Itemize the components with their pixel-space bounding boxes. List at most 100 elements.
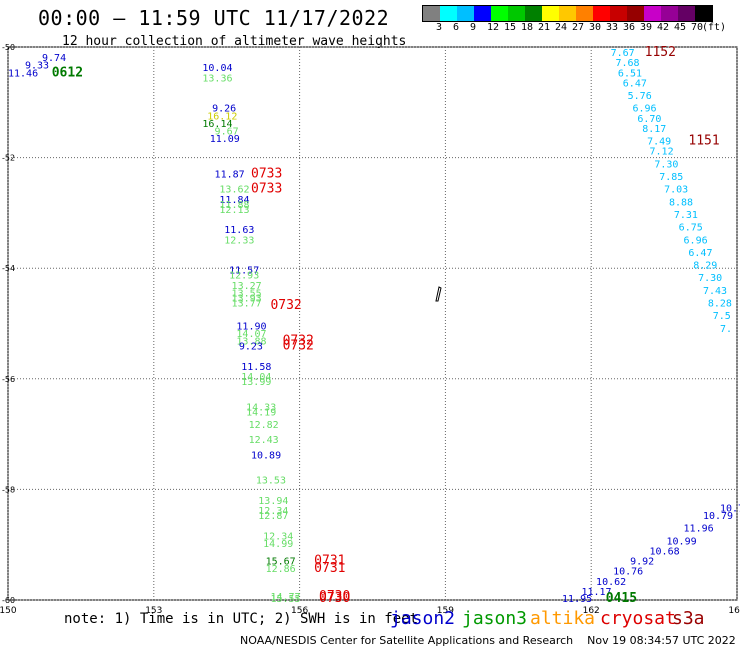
wave-height-value: 7.5 <box>713 311 731 322</box>
y-tick-label: -58 <box>2 485 15 494</box>
wave-height-value: 7. <box>720 324 732 335</box>
y-tick-label: -60 <box>2 596 15 605</box>
wave-height-value: 12.82 <box>249 420 279 431</box>
legend-label: 21 <box>538 22 551 33</box>
legend-swatch <box>525 6 542 21</box>
satellite-label-s3a: s3a <box>672 608 705 629</box>
wave-height-value: 13.94 <box>258 496 288 507</box>
wave-height-value: 13.36 <box>202 73 232 84</box>
wave-height-value: 6.75 <box>679 223 703 234</box>
color-legend <box>422 5 713 22</box>
credit-line: NOAA/NESDIS Center for Satellite Applica… <box>240 634 736 647</box>
wave-height-value: 11.88 <box>219 200 249 211</box>
wave-height-value: 7.30 <box>654 159 678 170</box>
wave-height-value: 7.03 <box>664 185 688 196</box>
wave-height-value: 12.34 <box>258 506 288 517</box>
footnote: note: 1) Time is in UTC; 2) SWH is in fe… <box>64 611 419 627</box>
wave-height-value: 10.99 <box>667 536 697 547</box>
legend-swatch <box>627 6 644 21</box>
legend-label: 18 <box>521 22 534 33</box>
axis-tick-labels: 150 153 156 159 162 165 -50 -52 -54 -56 -58 -60 <box>0 43 740 616</box>
pass-time-label: 0732 <box>283 333 314 348</box>
pass-time-label: 1151 <box>688 134 719 149</box>
wave-height-value: 11.95 <box>562 594 592 605</box>
wave-height-value: 13.77 <box>232 299 262 310</box>
wave-height-value: 10.62 <box>596 577 626 588</box>
legend-swatch <box>695 6 712 21</box>
wave-height-value: 13.27 <box>232 281 262 292</box>
wave-height-value: 16.12 <box>207 111 237 122</box>
wave-height-value: 10.68 <box>650 546 680 557</box>
wave-height-value: 10.7 <box>720 503 740 514</box>
wave-height-value: 8.88 <box>669 197 693 208</box>
satellite-label-cryosat: cryosat <box>600 608 676 629</box>
x-tick-label: 165 <box>728 606 740 616</box>
wave-height-value: 9.67 <box>215 126 239 137</box>
legend-swatch <box>661 6 678 21</box>
pass-time-label: 0612 <box>52 65 83 80</box>
legend-swatch <box>491 6 508 21</box>
legend-swatch <box>610 6 627 21</box>
legend-swatch <box>423 6 440 21</box>
legend-label: 24 <box>555 22 568 33</box>
x-tick-label: 153 <box>145 606 162 616</box>
wave-height-value: 10.89 <box>251 450 281 461</box>
credit-text: NOAA/NESDIS Center for Satellite Applica… <box>240 634 574 647</box>
legend-label: 12 <box>487 22 500 33</box>
legend-swatch <box>576 6 593 21</box>
wave-height-value: 9.26 <box>212 104 236 115</box>
legend-swatch <box>440 6 457 21</box>
x-tick-label: 159 <box>437 606 454 616</box>
wave-height-value: 13.99 <box>241 377 271 388</box>
page-subtitle: 12 hour collection of altimeter wave hei… <box>62 34 407 49</box>
legend-swatch <box>644 6 661 21</box>
wave-height-value: 15.67 <box>266 557 296 568</box>
wave-height-value: 7.85 <box>659 172 683 183</box>
pass-time-label: 0731 <box>314 554 345 569</box>
wave-height-value: 12.34 <box>263 531 293 542</box>
satellite-label-jason2: jason2 <box>390 608 456 629</box>
y-tick-label: -52 <box>2 154 15 163</box>
pass-time-label: 1152 <box>645 45 676 60</box>
wave-height-value: 6.96 <box>684 235 708 246</box>
wave-height-value: 11.17 <box>581 587 611 598</box>
wave-height-value: 12.86 <box>266 564 296 575</box>
wave-height-value: 12.43 <box>249 435 279 446</box>
pass-time-label: 0733 <box>251 182 282 197</box>
wave-height-value: 11.87 <box>215 170 245 181</box>
legend-label: 30 <box>589 22 602 33</box>
wave-height-value: 7.67 <box>611 48 635 59</box>
legend-label: 36 <box>623 22 636 33</box>
legend-label: 33 <box>606 22 619 33</box>
pass-time-label: 0731 <box>314 561 345 576</box>
pass-time-label: 0415 <box>606 591 637 606</box>
wave-height-value: 15.55 <box>270 594 300 605</box>
wave-height-value: 11.57 <box>229 266 259 277</box>
legend-label: 39 <box>640 22 653 33</box>
wave-height-value: 6.96 <box>633 104 657 115</box>
legend-swatch <box>593 6 610 21</box>
wave-height-value: 12.87 <box>258 511 288 522</box>
x-tick-label: 156 <box>291 606 308 616</box>
legend-swatch <box>474 6 491 21</box>
legend-swatch <box>542 6 559 21</box>
wave-height-value: 13.62 <box>219 185 249 196</box>
island-outline <box>435 286 442 302</box>
page-title: 00:00 – 11:59 UTC 11/17/2022 <box>38 6 390 30</box>
wave-height-value: 6.47 <box>623 78 647 89</box>
satellite-label-altika: altika <box>530 608 596 629</box>
wave-height-value: 14.19 <box>246 407 276 418</box>
wave-height-value: 12.13 <box>219 205 249 216</box>
y-tick-label: -50 <box>2 43 15 52</box>
legend-label: 45 <box>674 22 687 33</box>
wave-height-value: 16.14 <box>202 119 232 130</box>
satellite-label-jason3: jason3 <box>462 608 528 629</box>
legend-label: 42 <box>657 22 670 33</box>
wave-height-value: 5.76 <box>628 91 652 102</box>
pass-time-label: 0730 <box>319 589 350 604</box>
timestamp: Nov 19 08:34:57 UTC 2022 <box>587 634 736 647</box>
wave-height-value: 7.49 <box>647 137 671 148</box>
wave-height-value: 9.23 <box>239 342 263 353</box>
wave-height-value: 14.07 <box>236 329 266 340</box>
wave-height-value: 11.63 <box>224 225 254 236</box>
